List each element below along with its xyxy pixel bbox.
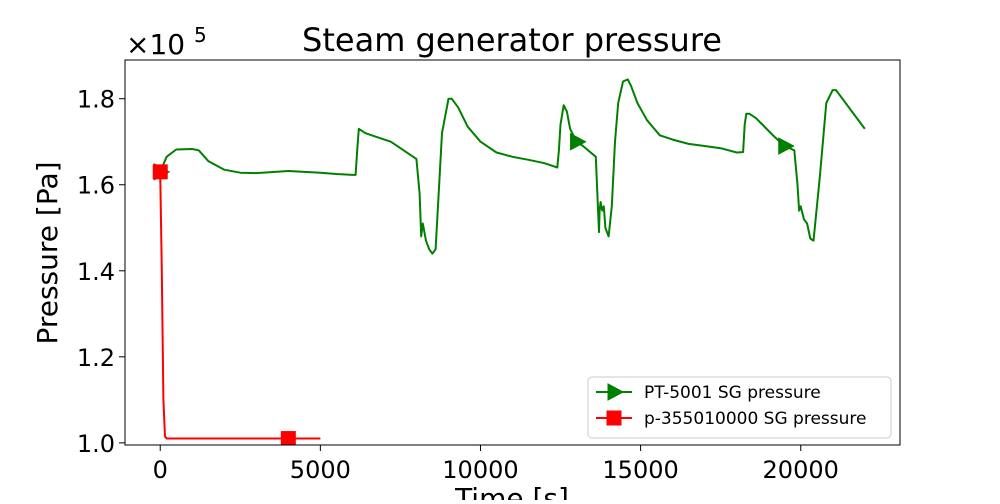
y-tick-label: 1.6 bbox=[77, 172, 115, 200]
x-tick-label: 15000 bbox=[602, 456, 678, 484]
plot-frame bbox=[124, 59, 901, 446]
x-tick-label: 10000 bbox=[442, 456, 518, 484]
plot-area bbox=[152, 78, 866, 445]
data-marker-p-355010000-1 bbox=[280, 431, 296, 445]
x-tick-label: 0 bbox=[153, 456, 168, 484]
y-multiplier-base: ×10 bbox=[126, 28, 185, 61]
y-tick-label: 1.0 bbox=[77, 430, 115, 458]
y-axis-label: Pressure [Pa] bbox=[31, 161, 64, 344]
y-multiplier: ×10 5 bbox=[126, 23, 207, 61]
x-axis: 0 5000 10000 15000 20000 bbox=[153, 445, 839, 484]
series-line-pt-5001 bbox=[159, 78, 866, 255]
legend-marker-p-355010000 bbox=[606, 410, 622, 426]
legend: PT-5001 SG pressure p-355010000 SG pressu… bbox=[587, 376, 892, 439]
y-axis: 1.0 1.2 1.4 1.6 1.8 bbox=[77, 86, 125, 458]
data-marker-p-355010000-0 bbox=[152, 164, 168, 180]
x-tick-label: 20000 bbox=[763, 456, 839, 484]
legend-label-pt-5001: PT-5001 SG pressure bbox=[644, 383, 821, 403]
data-marker-pt-5001-2 bbox=[778, 137, 795, 155]
legend-frame bbox=[587, 376, 892, 439]
legend-marker-pt-5001 bbox=[607, 383, 625, 401]
series-line-p-355010000 bbox=[159, 171, 321, 440]
y-multiplier-exponent: 5 bbox=[194, 23, 207, 47]
chart-title: Steam generator pressure bbox=[302, 21, 722, 59]
x-axis-label: Time [s] bbox=[454, 482, 569, 500]
y-tick-label: 1.8 bbox=[77, 86, 115, 114]
legend-label-p-355010000: p-355010000 SG pressure bbox=[644, 409, 866, 429]
x-tick-label: 5000 bbox=[290, 456, 351, 484]
y-tick-label: 1.4 bbox=[77, 258, 115, 286]
y-tick-label: 1.2 bbox=[77, 344, 115, 372]
data-marker-pt-5001-1 bbox=[570, 132, 587, 151]
